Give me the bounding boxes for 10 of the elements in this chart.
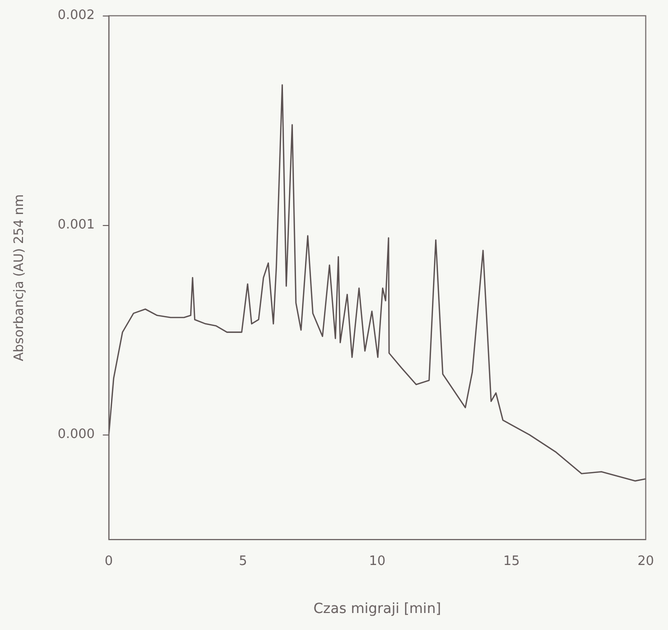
y-tick-label: 0.002 [58,8,95,24]
y-tick-label: 0.000 [58,427,95,442]
x-tick-label: 5 [238,554,248,569]
x-axis-title: Czas migraji [min] [313,601,442,618]
x-tick-label: 10 [369,554,386,569]
x-tick-label: 20 [637,554,654,569]
y-axis-title: Absorbancja (AU) 254 nm [12,194,28,362]
y-tick-label: 0.001 [58,218,95,233]
x-tick-label: 0 [104,554,113,569]
x-tick-label: 15 [503,554,520,569]
